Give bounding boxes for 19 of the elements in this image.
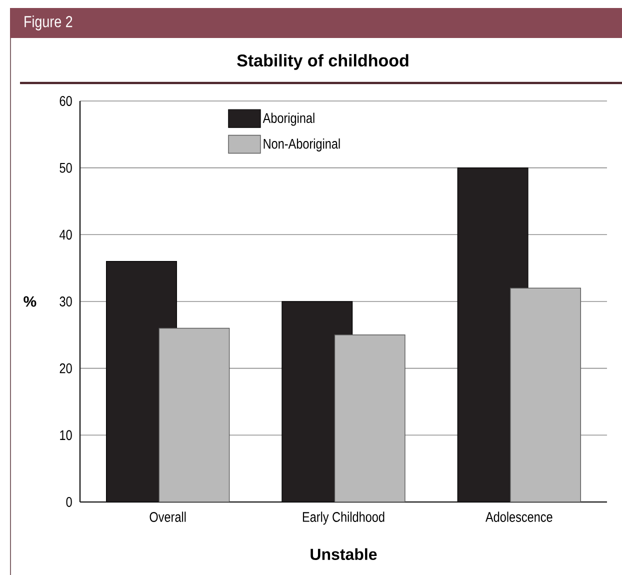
legend-label: Non-Aboriginal bbox=[264, 138, 340, 152]
y-tick-label: 60 bbox=[60, 96, 72, 106]
y-tick-label: 30 bbox=[60, 296, 72, 306]
y-axis-title: % bbox=[24, 296, 36, 307]
y-tick-label: 50 bbox=[60, 162, 72, 173]
y-tick-label: 10 bbox=[60, 430, 72, 440]
x-tick-label: Early Childhood bbox=[302, 512, 384, 525]
x-axis-title: Unstable bbox=[310, 548, 377, 560]
bar bbox=[510, 288, 581, 502]
x-tick-label: Adolescence bbox=[486, 512, 552, 522]
y-tick-label: 40 bbox=[60, 230, 72, 240]
bar bbox=[334, 334, 406, 502]
caption: Figure 2 bbox=[24, 16, 72, 30]
x-tick-label: Overall bbox=[150, 512, 186, 522]
legend-label: Aboriginal bbox=[262, 112, 314, 126]
chart-title: Stability of childhood bbox=[237, 54, 408, 70]
y-tick-label: 0 bbox=[66, 497, 72, 507]
bar bbox=[158, 328, 230, 502]
y-tick-label: 20 bbox=[60, 363, 72, 374]
